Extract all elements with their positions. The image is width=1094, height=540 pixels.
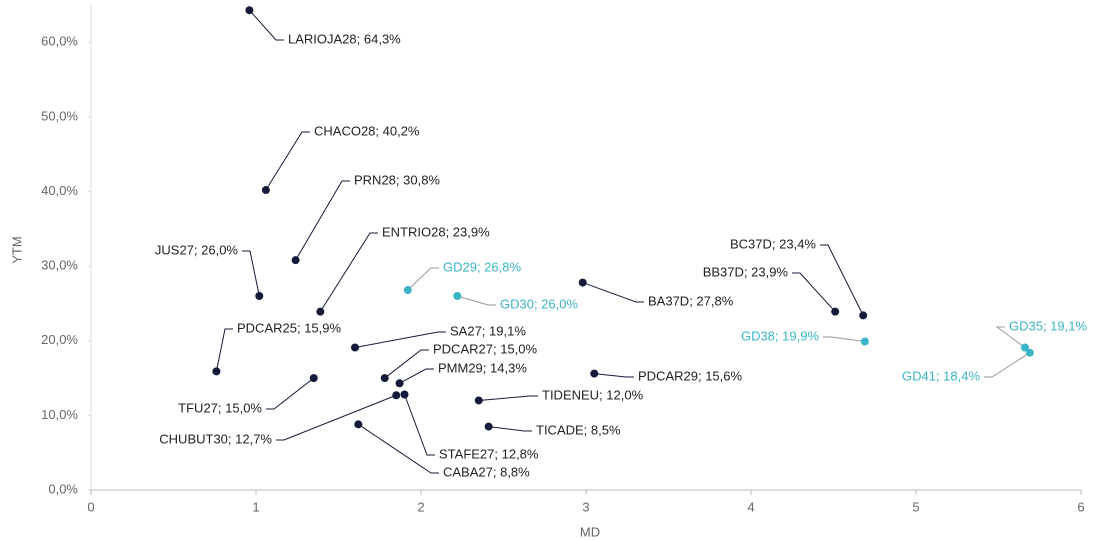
- y-tick-label: 30,0%: [41, 258, 78, 273]
- data-label: CABA27; 8,8%: [443, 464, 530, 479]
- data-label: STAFE27; 12,8%: [439, 446, 539, 461]
- leader-line: [488, 426, 532, 432]
- x-tick-label: 4: [747, 499, 754, 514]
- point: [1020, 343, 1029, 352]
- point: [859, 311, 868, 320]
- leader-line: [215, 328, 233, 372]
- point: [474, 396, 483, 405]
- leader-line: [820, 244, 864, 316]
- data-label: PDCAR27; 15,0%: [433, 341, 537, 356]
- data-label: PDCAR25; 15,9%: [237, 320, 341, 335]
- leader-line: [358, 423, 439, 474]
- data-label: ENTRIO28; 23,9%: [382, 224, 490, 239]
- y-tick-label: 20,0%: [41, 332, 78, 347]
- point: [354, 420, 363, 429]
- point: [590, 369, 599, 378]
- leader-line: [984, 352, 1031, 378]
- data-label: TIDENEU; 12,0%: [542, 387, 644, 402]
- leader-line: [582, 282, 644, 303]
- point: [212, 367, 221, 376]
- point: [291, 256, 300, 265]
- leader-line: [792, 272, 836, 313]
- data-label: CHACO28; 40,2%: [314, 123, 420, 138]
- leader-line: [295, 180, 350, 261]
- leader-line: [249, 9, 284, 41]
- leader-line: [384, 349, 429, 379]
- x-tick-label: 0: [87, 499, 94, 514]
- leader-line: [266, 377, 315, 410]
- data-label: LARIOJA28; 64,3%: [288, 31, 401, 46]
- data-label: BA37D; 27,8%: [648, 293, 734, 308]
- y-tick-label: 0,0%: [48, 481, 78, 496]
- data-label: BC37D; 23,4%: [730, 236, 816, 251]
- point: [1025, 348, 1034, 357]
- point: [380, 374, 389, 383]
- point: [261, 186, 270, 195]
- leader-line: [594, 373, 634, 378]
- point: [351, 343, 359, 352]
- x-tick-label: 1: [252, 499, 259, 514]
- data-label: TICADE; 8,5%: [536, 422, 621, 437]
- leader-line: [242, 250, 260, 297]
- data-label: GD30; 26,0%: [500, 296, 578, 311]
- point: [255, 292, 264, 300]
- data-label: GD41; 18,4%: [902, 368, 980, 383]
- point: [395, 379, 404, 388]
- y-axis-label: YTM: [9, 236, 24, 263]
- point: [453, 292, 462, 300]
- x-tick-label: 2: [417, 499, 424, 514]
- data-label: GD29; 26,8%: [443, 259, 521, 274]
- point: [403, 286, 412, 295]
- data-label: PMM29; 14,3%: [438, 360, 527, 375]
- y-tick-label: 60,0%: [41, 34, 78, 49]
- point: [400, 390, 409, 399]
- x-tick-label: 5: [912, 499, 919, 514]
- leader-line: [407, 267, 439, 291]
- data-label: GD35; 19,1%: [1009, 318, 1087, 333]
- point: [392, 391, 401, 400]
- leader-line: [319, 232, 378, 312]
- data-label: PRN28; 30,8%: [354, 172, 440, 187]
- y-tick-label: 40,0%: [41, 183, 78, 198]
- leader-line: [478, 395, 538, 401]
- point: [578, 278, 587, 287]
- data-label: BB37D; 23,9%: [703, 264, 789, 279]
- y-tick-label: 50,0%: [41, 108, 78, 123]
- point: [484, 422, 493, 431]
- point: [309, 374, 318, 383]
- x-tick-label: 6: [1077, 499, 1084, 514]
- leader-line: [404, 394, 435, 456]
- point: [860, 337, 869, 346]
- leader-line: [354, 331, 446, 348]
- point: [245, 6, 254, 15]
- leader-line: [457, 295, 496, 306]
- point: [831, 307, 840, 316]
- leader-line: [265, 131, 310, 191]
- data-label: CHUBUT30; 12,7%: [159, 431, 272, 446]
- data-label: PDCAR29; 15,6%: [638, 368, 742, 383]
- leader-line: [399, 368, 434, 384]
- point: [316, 307, 325, 316]
- y-tick-label: 10,0%: [41, 407, 78, 422]
- x-axis-label: MD: [580, 524, 600, 539]
- leader-line: [995, 326, 1026, 348]
- data-label: JUS27; 26,0%: [155, 242, 239, 257]
- data-label: GD38; 19,9%: [741, 328, 819, 343]
- leader-line: [276, 394, 397, 441]
- x-tick-label: 3: [582, 499, 589, 514]
- data-label: SA27; 19,1%: [450, 323, 526, 338]
- leader-line: [823, 336, 865, 343]
- data-label: TFU27; 15,0%: [178, 400, 262, 415]
